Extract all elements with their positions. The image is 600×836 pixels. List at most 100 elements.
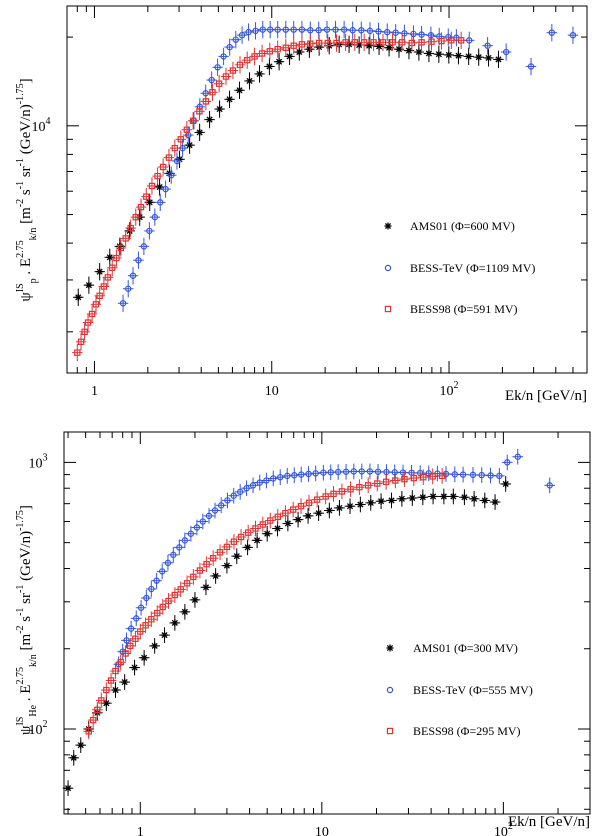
marker-square [244, 529, 252, 536]
marker-circle [349, 27, 356, 34]
marker-square [420, 473, 427, 481]
data-point [72, 343, 83, 362]
data-point [242, 524, 254, 541]
data-point [264, 57, 275, 76]
marker-circle [548, 29, 556, 36]
data-point [272, 40, 283, 58]
data-point [129, 659, 140, 676]
marker-star [367, 499, 375, 507]
data-point [151, 605, 163, 621]
marker-star [284, 519, 292, 527]
data-point [436, 468, 448, 484]
data-point [438, 488, 450, 505]
marker-square [165, 597, 172, 605]
data-point [243, 23, 254, 41]
series-square [83, 468, 448, 740]
data-point [120, 645, 131, 662]
series-circle [113, 448, 556, 673]
marker-star [356, 501, 364, 509]
marker-square [408, 39, 416, 47]
data-point [443, 46, 455, 64]
data-point [111, 249, 122, 267]
marker-circle [375, 28, 382, 35]
data-point [130, 630, 141, 647]
marker-star [96, 268, 104, 276]
legend-label: BESS-TeV (Φ=1109 MV) [410, 261, 535, 275]
marker-star [295, 48, 303, 56]
data-point [399, 24, 410, 42]
data-point [82, 313, 94, 332]
marker-square [418, 39, 425, 46]
marker-circle [217, 502, 225, 509]
data-point [416, 33, 427, 51]
marker-circle [270, 475, 277, 482]
marker-star [253, 536, 261, 544]
data-point [141, 590, 152, 606]
marker-star [460, 493, 468, 501]
marker-circle [290, 26, 297, 33]
data-point [295, 466, 307, 483]
marker-square [171, 144, 179, 152]
data-point [127, 267, 139, 285]
marker-square [389, 39, 396, 46]
marker-square [92, 301, 100, 308]
legend-label: AMS01 (Φ=600 MV) [410, 219, 515, 233]
marker-square [142, 622, 149, 629]
marker-circle [332, 26, 339, 33]
data-point [207, 83, 218, 101]
marker-square [236, 61, 244, 69]
marker-circle [168, 171, 175, 179]
data-point [371, 475, 383, 492]
marker-star [146, 198, 154, 206]
data-point [184, 136, 195, 154]
data-point [282, 515, 294, 532]
marker-square [96, 292, 103, 300]
legend-marker-circle [384, 264, 392, 272]
marker-square [88, 310, 96, 318]
marker-circle [410, 30, 417, 38]
data-point [203, 508, 215, 524]
marker-square [190, 573, 197, 581]
marker-star [181, 608, 189, 616]
marker-circle [315, 27, 322, 34]
data-point [135, 599, 147, 616]
y-tick-label: 104 [32, 116, 51, 135]
data-point [181, 121, 193, 139]
marker-square [122, 235, 129, 242]
marker-circle [391, 469, 398, 476]
marker-star [236, 86, 244, 94]
data-point [244, 72, 255, 90]
marker-square [347, 486, 354, 493]
data-point [427, 488, 439, 505]
marker-square [216, 549, 224, 556]
data-point [175, 130, 187, 148]
marker-circle [358, 468, 365, 475]
marker-star [171, 619, 179, 627]
marker-square [154, 172, 161, 180]
marker-square [330, 490, 337, 498]
marker-star [206, 116, 214, 124]
data-point [349, 33, 360, 51]
legend-label: BESS-TeV (Φ=555 MV) [413, 683, 533, 697]
marker-star [429, 492, 437, 500]
data-point [220, 67, 232, 86]
marker-star [111, 686, 119, 694]
data-point [310, 465, 322, 482]
marker-circle [143, 594, 150, 602]
data-point [75, 737, 87, 753]
marker-star [408, 494, 416, 502]
marker-square [103, 686, 110, 694]
marker-star [64, 784, 72, 792]
marker-square [356, 484, 363, 491]
data-point [380, 474, 392, 490]
marker-circle [173, 157, 181, 165]
marker-square [229, 67, 237, 74]
data-point [234, 81, 245, 99]
marker-square [223, 543, 231, 551]
marker-star [77, 741, 85, 749]
marker-square [360, 39, 368, 46]
data-point [408, 470, 420, 486]
marker-star [212, 572, 220, 580]
data-point [390, 24, 401, 42]
data-point [336, 483, 348, 500]
